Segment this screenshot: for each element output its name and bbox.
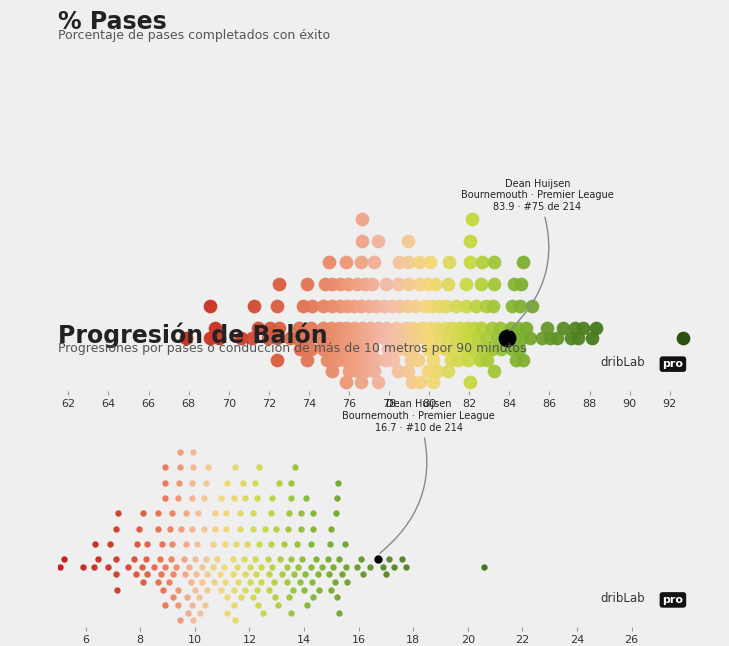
Text: Porcentaje de pases completados con éxito: Porcentaje de pases completados con éxit… [58, 29, 330, 42]
Text: dribLab: dribLab [601, 592, 645, 605]
Text: pro: pro [663, 359, 683, 369]
Text: Dean Huijsen
Bournemouth · Premier League
83.9 · #75 de 214: Dean Huijsen Bournemouth · Premier Leagu… [461, 179, 614, 331]
Text: pro: pro [663, 595, 683, 605]
Text: % Pases: % Pases [58, 10, 167, 34]
Text: Progresión de Balón: Progresión de Balón [58, 323, 328, 348]
Text: dribLab: dribLab [601, 356, 645, 369]
Text: Dean Huijsen
Bournemouth · Premier League
16.7 · #10 de 214: Dean Huijsen Bournemouth · Premier Leagu… [343, 399, 495, 553]
Text: Progresiones por pases o conducción de más de 10 metros por 90 minutos: Progresiones por pases o conducción de m… [58, 342, 527, 355]
